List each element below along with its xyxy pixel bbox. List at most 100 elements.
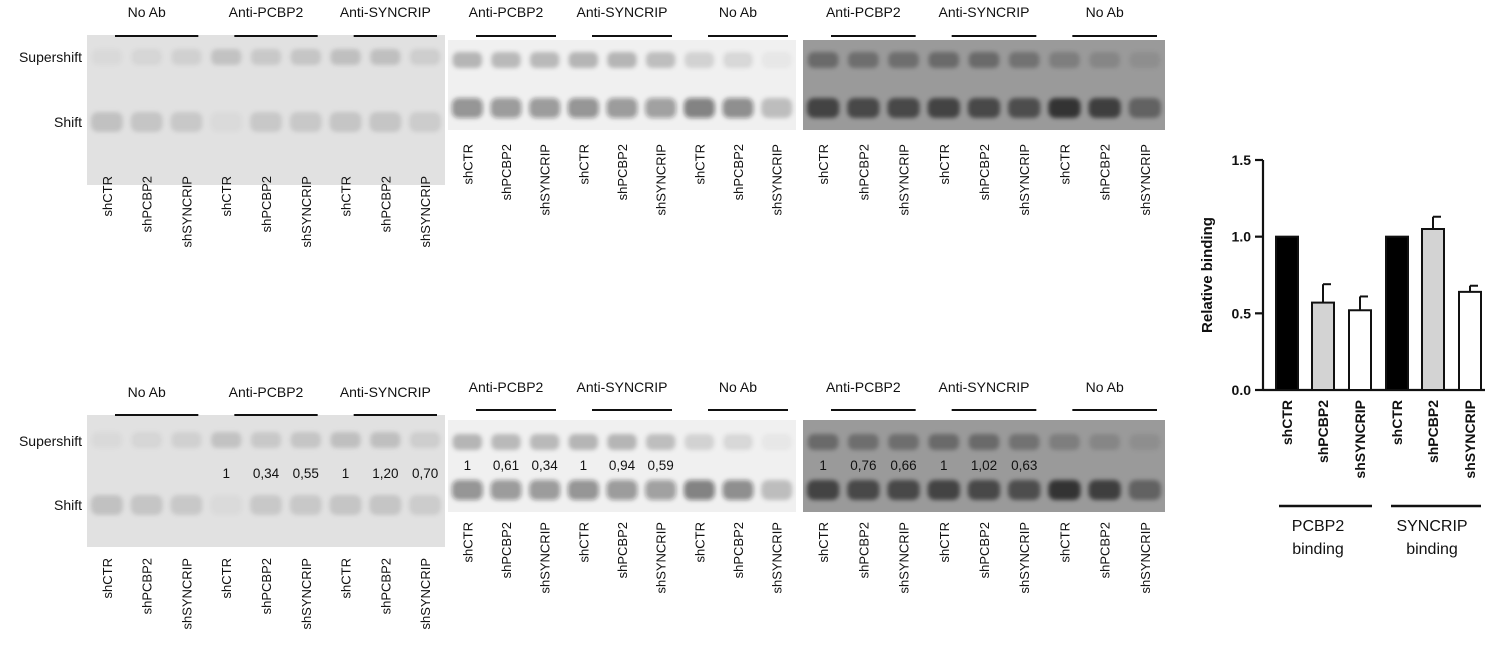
- gel-panel: Anti-PCBP2 Anti-SYNCRIP No Ab 1 0,61 0,34 1 0,9…: [448, 379, 796, 594]
- lane-label: shPCBP2: [731, 144, 746, 200]
- antibody-group-label: Anti-SYNCRIP: [576, 379, 667, 395]
- lane-label: shPCBP2: [1098, 144, 1113, 200]
- shift-band: [683, 480, 715, 500]
- lane-label: shCTR: [339, 558, 354, 598]
- quantification-value: 1,20: [372, 466, 398, 481]
- shift-band: [369, 112, 402, 132]
- supershift-band: [888, 434, 919, 450]
- lane-label: shPCBP2: [259, 176, 274, 232]
- supershift-label: Supershift: [19, 49, 82, 65]
- shift-band: [722, 480, 754, 500]
- shift-band: [250, 112, 282, 132]
- supershift-band: [370, 432, 401, 448]
- supershift-band: [491, 52, 521, 68]
- supershift-band: [1089, 434, 1120, 450]
- supershift-band: [723, 52, 753, 68]
- quantification-value: 1,02: [971, 458, 997, 473]
- bar: [1275, 235, 1299, 391]
- shift-band: [606, 480, 638, 500]
- shift-band: [683, 98, 715, 118]
- supershift-band: [92, 432, 122, 448]
- lane-label: shSYNCRIP: [897, 144, 912, 216]
- shift-band: [967, 480, 1001, 500]
- antibody-group-label: Anti-SYNCRIP: [340, 384, 431, 400]
- shift-band: [887, 98, 920, 118]
- quantification-value: 0,34: [532, 458, 559, 473]
- lane-label: shCTR: [460, 522, 475, 562]
- lane-label: shCTR: [460, 144, 475, 184]
- shift-band: [170, 495, 203, 515]
- supershift-band: [848, 52, 879, 68]
- shift-band: [490, 98, 522, 118]
- lane-label: shPCBP2: [977, 522, 992, 578]
- supershift-band: [370, 49, 401, 65]
- lane-label: shCTR: [219, 558, 234, 598]
- quantification-value: 1: [819, 458, 827, 473]
- lane-label: shSYNCRIP: [1138, 522, 1153, 594]
- supershift-band: [968, 434, 1000, 450]
- supershift-band: [568, 434, 599, 450]
- lane-label: shCTR: [100, 558, 115, 598]
- shift-band: [329, 112, 362, 132]
- shift-band: [210, 495, 242, 515]
- supershift-band: [250, 432, 282, 448]
- antibody-group-label: No Ab: [1086, 4, 1124, 20]
- supershift-band: [131, 432, 162, 448]
- bar: [1311, 301, 1335, 392]
- lane-label: shPCBP2: [615, 144, 630, 200]
- shift-band: [289, 112, 322, 132]
- shift-band: [1048, 480, 1081, 500]
- bar: [1385, 235, 1409, 391]
- shift-band: [567, 98, 599, 118]
- supershift-band: [645, 434, 676, 450]
- gel-panel: No Ab Anti-PCBP2 Anti-SYNCRIP 1 0,34 0,55 1 1,2…: [87, 384, 445, 630]
- shift-band: [409, 495, 442, 515]
- lane-label: shPCBP2: [499, 144, 514, 200]
- quantification-value: 0,76: [850, 458, 876, 473]
- lane-label: shSYNCRIP: [538, 522, 553, 594]
- lane-label: shPCBP2: [977, 144, 992, 200]
- supershift-band: [1129, 52, 1161, 68]
- lane-label: shCTR: [576, 144, 591, 184]
- supershift-band: [171, 49, 202, 65]
- lane-label: shSYNCRIP: [1017, 144, 1032, 216]
- supershift-band: [888, 52, 919, 68]
- antibody-group-label: Anti-PCBP2: [826, 379, 901, 395]
- shift-band: [645, 480, 677, 500]
- shift-band: [722, 98, 754, 118]
- shift-band: [329, 495, 362, 515]
- lane-label: shPCBP2: [140, 176, 155, 232]
- bar: [1421, 228, 1445, 391]
- shift-label: Shift: [54, 497, 82, 513]
- shift-band: [90, 112, 123, 132]
- x-tick-label: shCTR: [1389, 400, 1405, 445]
- y-axis-title: Relative binding: [1199, 217, 1216, 333]
- lane-label: shPCBP2: [140, 558, 155, 614]
- lane-label: shSYNCRIP: [897, 522, 912, 594]
- shift-band: [567, 480, 599, 500]
- lane-label: shPCBP2: [856, 522, 871, 578]
- supershift-band: [211, 49, 242, 65]
- lane-label: shPCBP2: [1098, 522, 1113, 578]
- y-tick-label: 1.5: [1232, 152, 1252, 168]
- shift-band: [967, 98, 1001, 118]
- group-label: SYNCRIP: [1396, 518, 1467, 535]
- lane-label: shCTR: [219, 176, 234, 216]
- supershift-band: [1049, 434, 1080, 450]
- shift-band: [847, 480, 880, 500]
- x-tick-label: shSYNCRIP: [1462, 400, 1478, 479]
- quantification-value: 1: [940, 458, 948, 473]
- shift-band: [847, 98, 880, 118]
- quantification-value: 1: [342, 466, 350, 481]
- antibody-group-label: Anti-PCBP2: [469, 4, 544, 20]
- bar: [1458, 290, 1482, 391]
- supershift-band: [1008, 52, 1040, 68]
- antibody-group-label: Anti-PCBP2: [826, 4, 901, 20]
- lane-label: shSYNCRIP: [418, 176, 433, 248]
- shift-band: [1128, 98, 1161, 118]
- supershift-band: [1089, 52, 1120, 68]
- lane-label: shCTR: [937, 522, 952, 562]
- supershift-band: [761, 52, 792, 68]
- lane-label: shSYNCRIP: [654, 144, 669, 216]
